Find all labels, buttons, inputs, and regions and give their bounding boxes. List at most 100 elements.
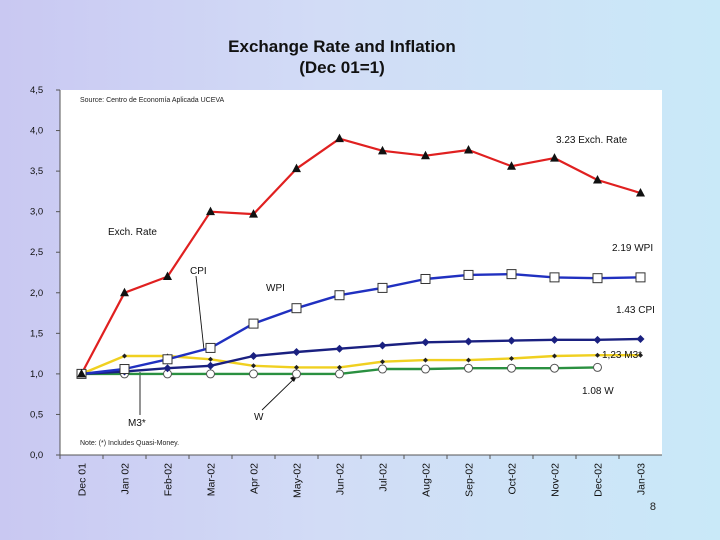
y-tick-label: 4,5 (30, 85, 43, 96)
data-point-exch-rate (335, 133, 344, 143)
data-point-exch-rate (77, 368, 86, 378)
data-point-w (550, 363, 559, 373)
data-point-cpi (636, 335, 645, 344)
series-line-exch-rate (80, 137, 641, 375)
data-point-w (249, 369, 258, 379)
data-point-cpi (550, 335, 559, 344)
annotation-m3-end: 1,23 M3* (602, 350, 642, 361)
annotation-wpi-label: WPI (266, 283, 285, 294)
data-point-cpi (593, 335, 602, 344)
data-point-cpi (507, 336, 516, 345)
x-tick-label: Dec 01 (77, 463, 89, 496)
data-point-m3 (208, 356, 213, 362)
data-point-w (464, 363, 473, 373)
x-axis-ticks: Dec 01 Jan 02 Feb-02 Mar-02 Apr 02 May-02 Jun-… (59, 455, 648, 498)
data-point-cpi (464, 337, 473, 346)
data-point-w (421, 364, 430, 374)
series-line-cpi (81, 337, 641, 376)
x-tick-label: Jan 02 (120, 463, 132, 495)
data-point-wpi (506, 269, 517, 280)
data-point-exch-rate (464, 145, 473, 154)
data-point-wpi (162, 354, 173, 365)
data-point-m3 (122, 353, 127, 359)
data-point-cpi (249, 352, 258, 361)
cpi-pointer-line (195, 275, 205, 351)
y-tick-label: 4,0 (30, 126, 43, 137)
annotation-w-label: W (254, 412, 264, 423)
chart-subtitle: (Dec 01=1) (299, 58, 385, 77)
series-markers (76, 133, 646, 379)
annotation-w-end: 1.08 W (582, 386, 614, 397)
data-point-w (378, 364, 387, 374)
data-point-exch-rate (378, 145, 387, 155)
data-point-wpi (420, 273, 431, 284)
data-point-m3 (251, 363, 256, 369)
annotation-pointers (139, 275, 297, 415)
data-point-cpi (421, 338, 430, 347)
data-point-m3 (595, 352, 600, 358)
data-point-m3 (638, 352, 643, 358)
data-point-m3 (552, 353, 557, 359)
data-point-cpi (206, 361, 215, 370)
x-tick-label: Aug-02 (421, 463, 433, 497)
annotation-exch-rate-label: Exch. Rate (108, 227, 157, 238)
chart-title: Exchange Rate and Inflation (228, 37, 456, 56)
y-tick-label: 3,5 (30, 166, 43, 177)
data-point-wpi (377, 282, 388, 293)
x-tick-label: Jul-02 (378, 463, 390, 492)
x-tick-label: Jun-02 (335, 463, 347, 495)
data-point-exch-rate (507, 161, 516, 170)
data-point-w (206, 369, 215, 379)
data-point-w (593, 362, 602, 372)
data-point-wpi (635, 272, 646, 283)
y-tick-label: 3,0 (30, 207, 43, 218)
data-point-exch-rate (421, 150, 430, 160)
x-tick-label: Dec-02 (593, 463, 605, 497)
source-note: Source: Centro de Economía Aplicada UCEV… (80, 97, 225, 104)
x-tick-label: Jan-03 (636, 463, 648, 495)
data-point-wpi (549, 272, 560, 283)
data-point-cpi (378, 341, 387, 350)
y-tick-label: 1,0 (30, 369, 43, 380)
x-tick-label: Apr 02 (249, 463, 261, 494)
data-point-wpi (248, 318, 259, 329)
data-point-m3 (294, 364, 299, 370)
page-number: 8 (650, 501, 656, 513)
data-point-m3 (466, 357, 471, 363)
annotation-m3-label: M3* (128, 418, 146, 429)
x-tick-label: Mar-02 (206, 463, 218, 496)
data-point-wpi (463, 269, 474, 280)
y-tick-label: 2,5 (30, 247, 43, 258)
data-point-wpi (205, 342, 216, 353)
data-point-m3 (380, 359, 385, 365)
x-tick-label: Sep-02 (464, 463, 476, 497)
data-point-exch-rate (120, 287, 129, 297)
x-tick-label: Feb-02 (163, 463, 175, 496)
annotation-cpi-label: CPI (190, 266, 207, 277)
series-line-wpi (81, 272, 641, 376)
y-tick-label: 2,0 (30, 288, 43, 299)
y-tick-label: 0,5 (30, 409, 43, 420)
y-tick-label: 1,5 (30, 328, 43, 339)
annotation-wpi-end: 2.19 WPI (612, 243, 653, 254)
data-point-exch-rate (163, 271, 172, 281)
data-point-exch-rate (636, 188, 645, 197)
data-point-exch-rate (249, 209, 258, 218)
data-point-w (292, 369, 301, 379)
footnote: Note: (*) Includes Quasi-Money. (80, 440, 179, 447)
data-point-exch-rate (206, 206, 215, 216)
data-point-wpi (119, 364, 130, 375)
y-tick-label: 0,0 (30, 450, 43, 461)
data-point-wpi (334, 290, 345, 301)
data-point-wpi (291, 303, 302, 314)
data-point-cpi (292, 347, 301, 356)
w-pointer-line (261, 376, 297, 411)
x-tick-label: Oct-02 (507, 463, 519, 495)
data-point-w (507, 363, 516, 373)
data-point-exch-rate (292, 163, 301, 173)
data-point-exch-rate (593, 175, 602, 184)
plot-area (60, 90, 662, 455)
data-point-cpi (163, 364, 172, 373)
data-point-m3 (337, 364, 342, 370)
